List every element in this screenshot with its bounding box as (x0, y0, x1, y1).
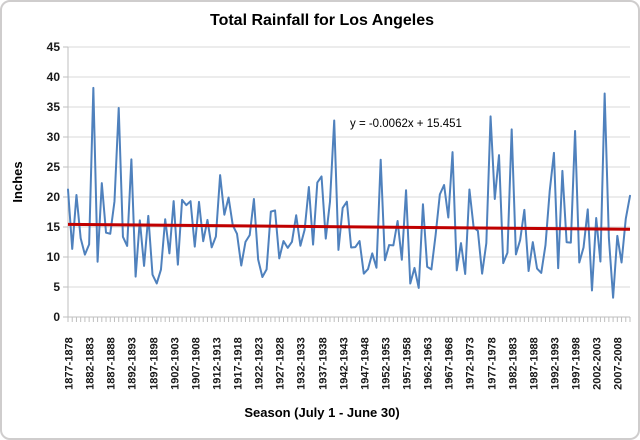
x-tick-label: 1902-1903 (169, 337, 182, 390)
x-tick-label: 1992-1993 (549, 337, 562, 390)
x-tick-label: 1907-1908 (190, 337, 203, 390)
x-tick-label: 2007-2008 (612, 337, 625, 390)
y-tick-label: 25 (46, 160, 60, 174)
x-tick-label: 1982-1983 (507, 337, 520, 390)
x-tick-label: 1897-1898 (148, 337, 160, 390)
x-tick-label: 1887-1888 (105, 337, 118, 390)
x-tick-label: 1997-1998 (570, 337, 583, 390)
x-tick-label: 1882-1883 (84, 337, 97, 390)
x-tick-label: 1947-1948 (359, 337, 372, 390)
x-tick-label: 1977-1978 (486, 337, 499, 390)
x-tick-label: 1942-1943 (338, 337, 351, 390)
x-tick-label: 1877-1878 (63, 337, 76, 390)
y-tick-label: 40 (46, 70, 60, 84)
y-axis-title: Inches (10, 161, 25, 203)
x-tick-label: 1967-1968 (443, 337, 456, 390)
y-tick-label: 35 (46, 100, 60, 114)
x-tick-label: 1917-1918 (232, 337, 245, 390)
y-tick-label: 0 (53, 310, 60, 324)
y-tick-label: 15 (46, 220, 60, 234)
y-tick-label: 10 (46, 250, 60, 264)
x-tick-label: 1937-1938 (317, 337, 330, 390)
chart-title: Total Rainfall for Los Angeles (209, 12, 435, 29)
x-tick-label: 1932-1933 (295, 337, 308, 390)
x-tick-label: 1962-1963 (422, 337, 435, 390)
y-tick-label: 5 (53, 280, 60, 294)
trendline (67, 222, 631, 231)
x-tick-label: 1952-1953 (380, 337, 393, 390)
y-tick-label: 30 (46, 130, 60, 144)
x-tick-label: 1912-1913 (211, 337, 224, 390)
x-tick-label: 1922-1923 (253, 337, 266, 390)
y-tick-label: 20 (46, 190, 60, 204)
x-tick-label: 1987-1988 (528, 337, 541, 390)
y-tick-label: 45 (46, 40, 60, 54)
x-tick-label: 1957-1958 (401, 337, 414, 390)
x-axis-title: Season (July 1 - June 30) (244, 405, 400, 420)
x-tick-label: 1927-1928 (274, 337, 287, 390)
trendline-equation-label: y = -0.0062x + 15.451 (350, 118, 462, 130)
x-tick-label: 1892-1893 (126, 337, 139, 390)
x-tick-label: 2002-2003 (591, 337, 604, 390)
x-tick-label: 1972-1973 (464, 337, 477, 390)
rainfall-series-line (67, 86, 631, 299)
